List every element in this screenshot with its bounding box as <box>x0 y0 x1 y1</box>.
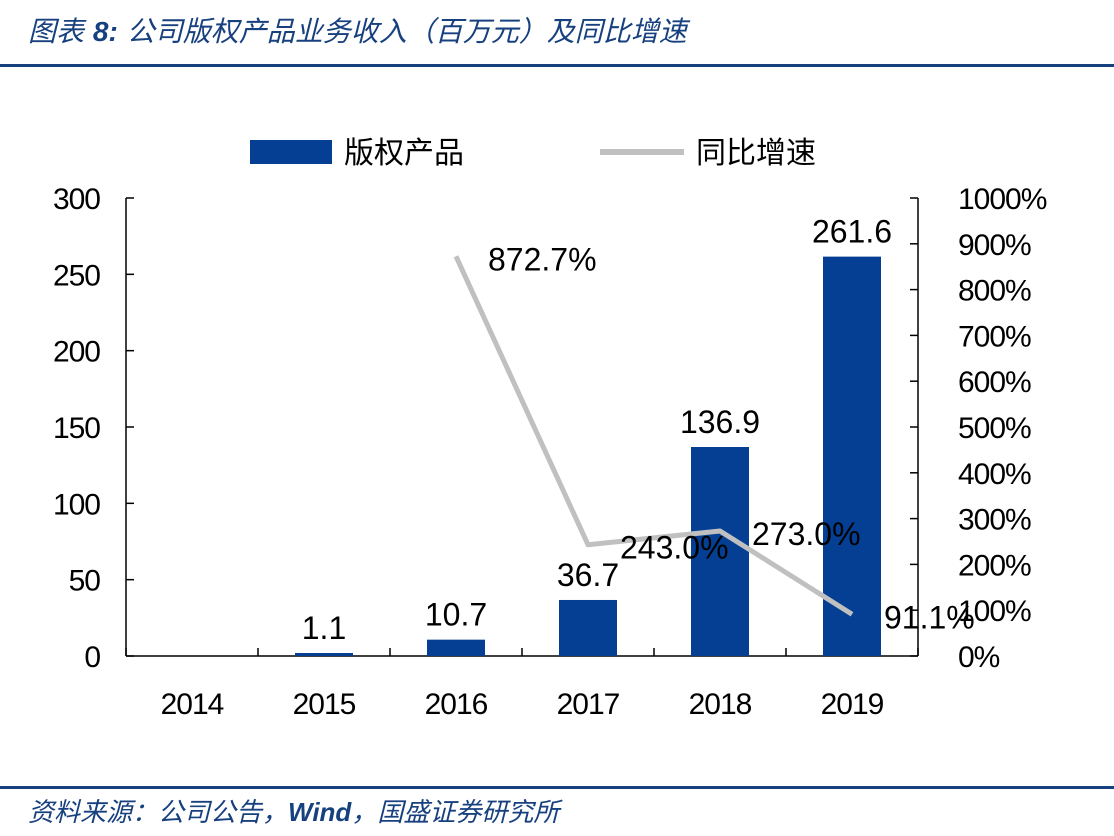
source-wind: Wind <box>288 797 352 827</box>
header-rule <box>0 64 1114 67</box>
x-tick-label: 2015 <box>293 688 356 721</box>
legend-label-bar: 版权产品 <box>344 137 464 170</box>
chart-title: 图表 8: 公司版权产品业务收入（百万元）及同比增速 <box>28 10 687 50</box>
left-axis: 0 50 100 150 200 250 300 <box>53 183 134 674</box>
data-labels: 1.1 10.7 36.7 136.9 261.6 872.7% 243.0% 273.0% 9… <box>302 214 975 646</box>
left-tick-label: 200 <box>53 336 100 369</box>
line-label-2018: 273.0% <box>752 516 861 552</box>
right-tick-label: 600% <box>958 366 1031 399</box>
bar-label-2019: 261.6 <box>812 214 892 250</box>
left-tick-label: 300 <box>53 183 100 216</box>
bar-2018 <box>691 446 749 656</box>
bar-2015 <box>295 653 353 656</box>
bar-2017 <box>559 599 617 656</box>
line-label-2016: 872.7% <box>488 241 597 277</box>
right-tick-label: 400% <box>958 458 1031 491</box>
line-label-2017: 243.0% <box>620 530 729 566</box>
footer-rule <box>0 786 1114 789</box>
left-tick-label: 250 <box>53 259 100 292</box>
left-tick-label: 100 <box>53 488 100 521</box>
left-tick-label: 0 <box>84 641 100 674</box>
line-series <box>453 255 854 617</box>
right-tick-label: 700% <box>958 320 1031 353</box>
right-tick-label: 300% <box>958 504 1031 537</box>
growth-line <box>453 255 854 617</box>
bar-label-2016: 10.7 <box>425 597 487 633</box>
x-tick-label: 2016 <box>425 688 488 721</box>
right-tick-label: 0% <box>958 641 1000 674</box>
bar-label-2018: 136.9 <box>680 404 760 440</box>
legend-label-line: 同比增速 <box>696 137 816 170</box>
right-tick-label: 100% <box>958 595 1031 628</box>
title-prefix: 图表 <box>28 15 85 48</box>
x-axis: 2014 2015 2016 2017 2018 2019 <box>125 648 919 721</box>
figure-number: 8: <box>92 16 118 47</box>
right-tick-label: 500% <box>958 412 1031 445</box>
title-text: 公司版权产品业务收入（百万元）及同比增速 <box>126 15 687 48</box>
bar-2019 <box>823 256 881 656</box>
line-label-2019: 91.1% <box>884 599 975 635</box>
bar-label-2015: 1.1 <box>302 610 346 646</box>
source-rest: ，国盛证券研究所 <box>351 798 560 828</box>
left-tick-label: 50 <box>69 565 101 598</box>
x-tick-label: 2014 <box>161 688 224 721</box>
right-tick-label: 900% <box>958 229 1031 262</box>
right-axis: 0% 100% 200% 300% 400% 500% 600% 700% 800% 900% 10… <box>910 183 1048 674</box>
combo-chart: 版权产品 同比增速 0 50 100 150 200 250 300 0% 100% 200% 30… <box>53 137 1048 721</box>
legend: 版权产品 同比增速 <box>250 137 816 170</box>
left-tick-label: 150 <box>53 412 100 445</box>
bar-label-2017: 36.7 <box>557 557 619 593</box>
right-tick-label: 200% <box>958 549 1031 582</box>
bar-2016 <box>427 639 485 656</box>
x-tick-label: 2017 <box>557 688 620 721</box>
bar-series <box>295 256 881 656</box>
right-tick-label: 800% <box>958 275 1031 308</box>
source-note: 资料来源：公司公告，Wind，国盛证券研究所 <box>28 792 559 829</box>
legend-swatch-bar <box>250 140 332 164</box>
right-tick-label: 1000% <box>958 183 1047 216</box>
source-label: 资料来源：公司公告， <box>28 798 289 828</box>
x-tick-label: 2018 <box>689 688 752 721</box>
x-tick-label: 2019 <box>821 688 884 721</box>
